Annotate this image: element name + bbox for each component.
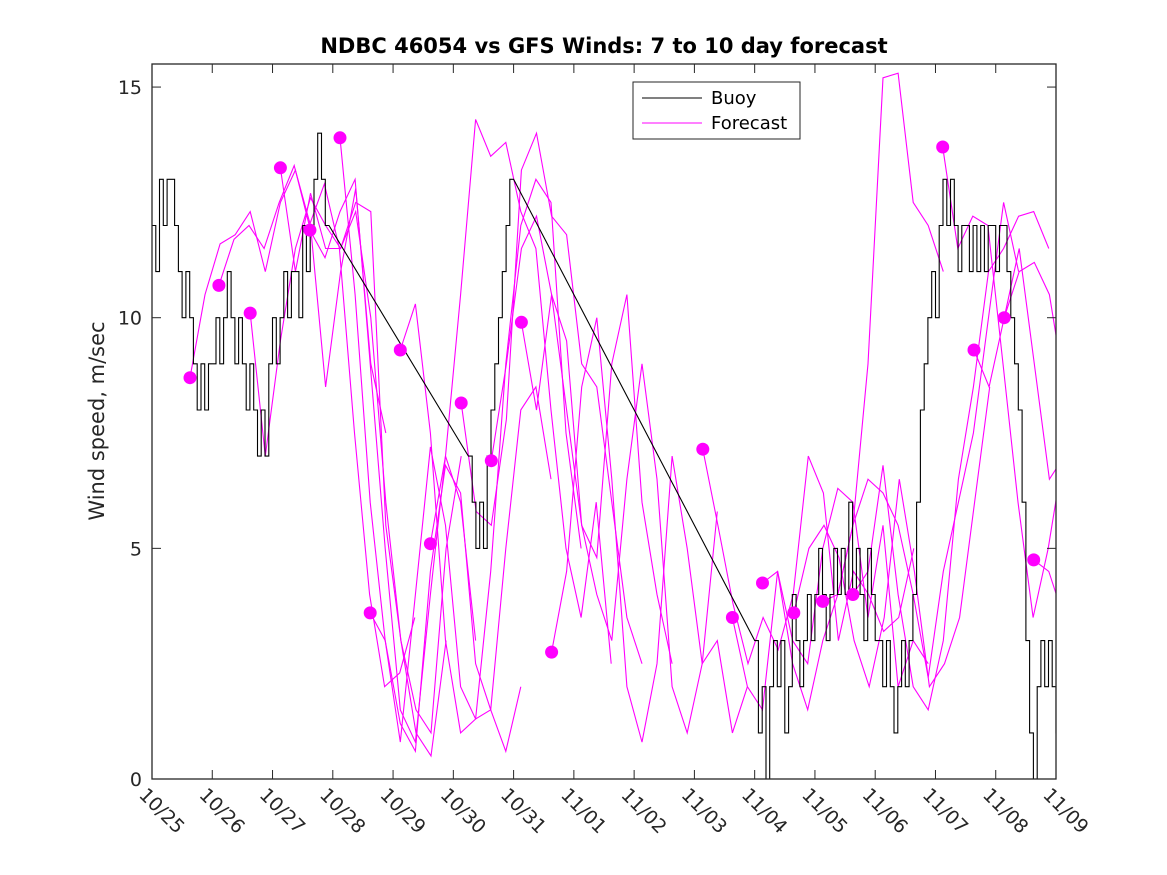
forecast-run-line [189,168,387,434]
forecast-start-marker [725,611,739,624]
forecast-run-line [218,163,416,688]
forecast-run-line [702,449,915,666]
forecast-start-marker [393,343,407,357]
forecast-start-marker [454,396,468,410]
plot-area [152,64,1056,780]
forecast-run-line [279,167,462,735]
forecast-start-marker [936,140,950,154]
forecast-start-marker [243,306,257,320]
y-tick-label: 0 [130,769,142,791]
forecast-run-line [551,317,748,743]
forecast-run-line [429,119,612,664]
legend: Buoy Forecast [632,81,801,140]
forecast-run-line [369,385,552,743]
y-tick-label: 15 [118,77,142,99]
buoy-series [152,132,1056,780]
forecast-series [189,72,1056,758]
y-tick-label: 5 [130,538,142,560]
y-axis-label: Wind speed, m/sec [85,321,109,520]
forecast-start-marker [545,645,559,659]
forecast-start-markers [183,131,1041,659]
forecast-start-marker [997,311,1011,325]
forecast-start-marker [787,606,801,620]
legend-label-buoy: Buoy [711,88,757,109]
forecast-start-marker [1027,553,1041,567]
forecast-start-marker [816,594,830,608]
forecast-run-line [309,177,477,745]
forecast-run-line [793,386,991,689]
forecast-start-marker [967,343,981,357]
forecast-run-line [852,210,1050,712]
legend-box [632,81,801,140]
forecast-run-line [1033,559,1056,596]
forecast-start-marker [183,371,197,385]
forecast-start-marker [756,576,769,590]
forecast-start-marker [484,454,498,468]
chart-title: NDBC 46054 vs GFS Winds: 7 to 10 day for… [320,34,887,58]
forecast-run-line [822,202,1020,678]
forecast-run-line [460,131,643,664]
forecast-run-line [520,294,718,735]
forecast-start-marker [303,223,317,237]
buoy-line [152,132,1056,780]
forecast-run-line [399,178,582,734]
forecast-start-marker [273,161,287,175]
forecast-run-line [1003,261,1056,339]
forecast-start-marker [423,537,437,551]
forecast-start-marker [846,588,860,601]
forecast-start-marker [696,442,710,456]
y-axis-ticks: 0 5 10 15 [118,77,1056,791]
y-tick-label: 10 [118,308,142,330]
forecast-start-marker [212,278,226,292]
forecast-start-marker [363,606,377,620]
forecast-start-marker [333,131,347,145]
forecast-run-line [942,146,1056,618]
forecast-start-marker [514,315,528,329]
axes-box [151,63,1057,780]
legend-label-forecast: Forecast [711,113,787,134]
